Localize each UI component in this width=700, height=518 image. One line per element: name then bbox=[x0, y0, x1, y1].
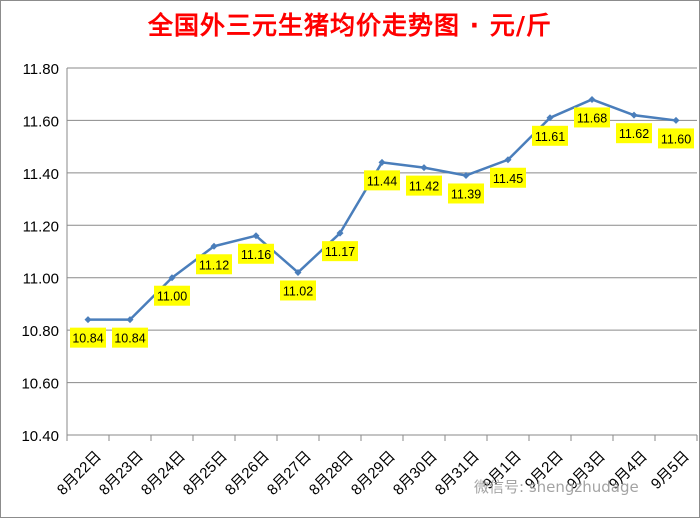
data-label-box bbox=[658, 128, 694, 149]
x-tick-label: 8月30日 bbox=[390, 448, 441, 499]
data-point bbox=[294, 268, 302, 276]
watermark: 微信号: shengzhudage bbox=[474, 478, 639, 496]
data-point bbox=[462, 171, 470, 179]
data-label-box bbox=[616, 123, 652, 144]
data-label: 11.00 bbox=[157, 290, 187, 304]
data-label: 11.45 bbox=[493, 172, 523, 186]
data-point bbox=[336, 229, 344, 237]
data-label: 11.62 bbox=[619, 127, 649, 141]
y-tick-label: 10.40 bbox=[21, 428, 59, 445]
chart-title: 全国外三元生猪均价走势图 · 元/斤 bbox=[147, 11, 553, 40]
data-label-box bbox=[154, 285, 190, 306]
data-label-box bbox=[364, 170, 400, 191]
data-label: 10.84 bbox=[114, 332, 145, 346]
data-label-box bbox=[322, 241, 358, 262]
data-label: 11.17 bbox=[325, 245, 355, 259]
data-label: 11.16 bbox=[241, 248, 271, 262]
data-label-box bbox=[196, 254, 232, 275]
y-tick-label: 11.60 bbox=[23, 113, 59, 130]
x-tick-label: 8月28日 bbox=[306, 448, 357, 499]
data-label-box bbox=[448, 183, 484, 204]
data-point bbox=[672, 116, 680, 124]
x-tick-label: 8月27日 bbox=[264, 448, 315, 499]
data-point bbox=[504, 156, 512, 164]
data-point bbox=[420, 164, 428, 172]
y-tick-label: 11.80 bbox=[23, 61, 59, 78]
data-point bbox=[378, 158, 386, 166]
data-point bbox=[126, 316, 134, 324]
x-tick-label: 8月22日 bbox=[54, 448, 105, 499]
data-point bbox=[168, 274, 176, 282]
y-tick-label: 11.00 bbox=[23, 271, 59, 288]
data-label: 11.44 bbox=[367, 174, 397, 188]
data-label: 11.68 bbox=[577, 111, 607, 125]
data-label-box bbox=[490, 167, 526, 188]
x-tick-label: 8月25日 bbox=[180, 448, 231, 499]
data-label: 10.84 bbox=[72, 332, 103, 346]
data-label-box bbox=[70, 327, 106, 348]
data-label-box bbox=[112, 327, 148, 348]
data-point bbox=[84, 316, 92, 324]
data-label-box bbox=[406, 175, 442, 196]
data-point bbox=[210, 242, 218, 250]
x-tick-label: 9月5日 bbox=[648, 448, 693, 493]
data-label: 11.61 bbox=[535, 130, 565, 144]
x-tick-label: 8月23日 bbox=[96, 448, 147, 499]
data-label-box bbox=[238, 243, 274, 264]
data-label: 11.42 bbox=[409, 180, 439, 194]
data-label: 11.02 bbox=[283, 284, 313, 298]
data-point bbox=[252, 232, 260, 240]
x-tick-label: 8月24日 bbox=[138, 448, 189, 499]
data-label-box bbox=[280, 280, 316, 301]
data-label: 11.60 bbox=[661, 132, 691, 146]
data-label-box bbox=[532, 125, 568, 146]
x-tick-label: 8月29日 bbox=[348, 448, 399, 499]
y-tick-label: 11.40 bbox=[23, 166, 59, 183]
data-label: 11.39 bbox=[451, 187, 481, 201]
data-point bbox=[630, 111, 638, 119]
y-tick-label: 10.60 bbox=[21, 376, 59, 393]
data-point bbox=[546, 114, 554, 122]
y-tick-label: 11.20 bbox=[23, 218, 59, 235]
x-tick-label: 8月26日 bbox=[222, 448, 273, 499]
y-tick-label: 10.80 bbox=[21, 323, 59, 340]
data-label: 11.12 bbox=[199, 258, 229, 272]
data-point bbox=[588, 95, 596, 103]
data-label-box bbox=[574, 107, 610, 128]
